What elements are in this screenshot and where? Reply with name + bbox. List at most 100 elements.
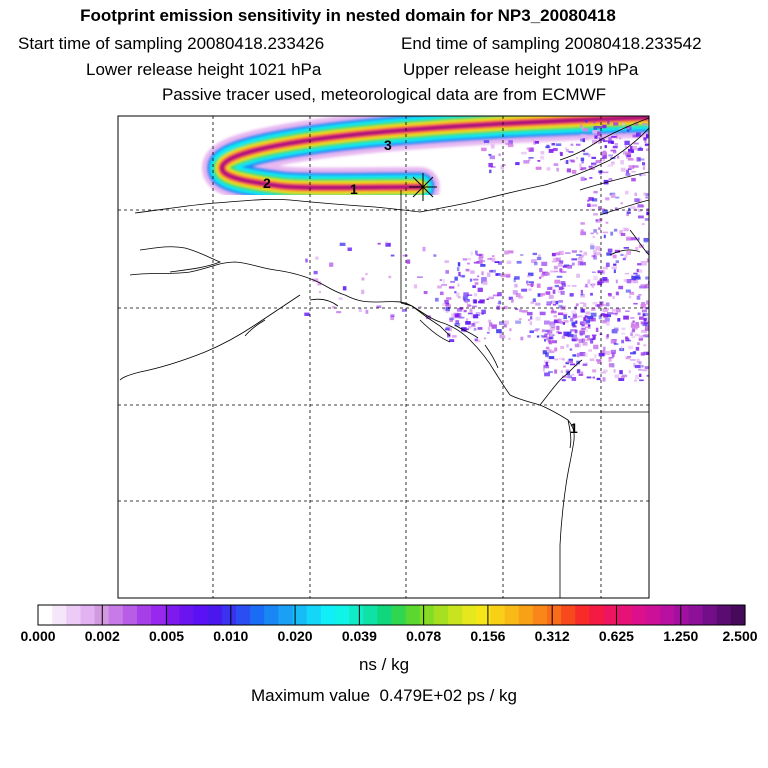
speckle (570, 160, 575, 163)
speckle (515, 320, 522, 324)
lower-release-label: Lower release height 1021 hPa (86, 60, 322, 79)
speckle (643, 351, 646, 356)
speckle (592, 335, 596, 340)
speckle (509, 328, 512, 332)
speckle (582, 128, 589, 132)
speckle (571, 250, 577, 253)
speckle (596, 232, 599, 235)
speckle (551, 143, 555, 146)
speckle (587, 279, 591, 284)
speckle (620, 232, 626, 236)
speckle (646, 148, 649, 151)
speckle (590, 232, 594, 235)
speckle (581, 338, 585, 343)
speckle (550, 310, 557, 314)
speckle (482, 281, 488, 285)
speckle (422, 246, 426, 252)
speckle (639, 335, 646, 338)
speckle (528, 147, 534, 152)
speckle (628, 148, 634, 153)
speckle (643, 237, 649, 242)
speckle (643, 164, 646, 169)
colorbar-cell (320, 605, 336, 625)
speckle (376, 305, 382, 308)
speckle (445, 304, 451, 308)
speckle (546, 348, 552, 352)
speckle (630, 332, 633, 336)
speckle (558, 300, 563, 303)
speckle (498, 300, 501, 305)
colorbar-cell (702, 605, 718, 625)
colorbar-cell (193, 605, 209, 625)
speckle (508, 140, 513, 145)
speckle (390, 254, 395, 257)
speckle (602, 209, 608, 215)
speckle (624, 254, 628, 259)
speckle (559, 268, 563, 273)
speckle (559, 321, 563, 324)
trajectory-markers: 1 2 3 1 (263, 137, 578, 436)
speckle (640, 321, 645, 325)
speckle (305, 258, 308, 263)
speckle (580, 371, 584, 376)
speckle (499, 331, 503, 336)
speckle (633, 272, 638, 275)
speckle (605, 221, 609, 224)
speckle (627, 168, 632, 170)
speckle (603, 369, 608, 373)
colorbar-cell (462, 605, 477, 625)
speckle (622, 257, 626, 261)
speckle (313, 270, 318, 275)
speckle (595, 252, 602, 256)
speckle (593, 190, 598, 194)
speckle (449, 318, 453, 322)
speckle (626, 251, 631, 255)
speckle (541, 261, 548, 266)
speckle (521, 151, 527, 155)
colorbar-tick-label: 0.156 (470, 628, 506, 644)
speckle (445, 327, 450, 331)
speckle (593, 213, 598, 216)
speckle (575, 303, 579, 307)
speckle (631, 275, 636, 281)
speckle (625, 336, 628, 339)
speckle (541, 329, 545, 333)
speckle (640, 284, 646, 287)
speckle (636, 132, 641, 137)
speckle (487, 326, 491, 331)
speckle (554, 284, 559, 288)
speckle (556, 275, 563, 278)
speckle (489, 169, 492, 174)
speckle (576, 273, 580, 278)
speckle (608, 363, 613, 368)
speckle (504, 250, 509, 255)
speckle (590, 312, 597, 317)
speckle (562, 375, 567, 378)
speckle (648, 221, 649, 226)
speckle (626, 129, 630, 132)
max-value-label: Maximum value 0.479E+02 ps / kg (251, 686, 517, 705)
speckle (641, 261, 647, 266)
colorbar-tick-label: 0.000 (20, 628, 56, 644)
speckle (557, 262, 563, 267)
speckle (514, 276, 520, 280)
speckle (542, 350, 548, 355)
speckle (626, 279, 632, 284)
speckle (551, 252, 556, 257)
speckle (463, 309, 467, 313)
plot-title: Footprint emission sensitivity in nested… (80, 6, 616, 25)
speckle (634, 198, 640, 202)
colorbar-cell (589, 605, 605, 625)
speckle (526, 147, 531, 150)
speckle (589, 338, 595, 340)
speckle (498, 261, 502, 265)
speckle (637, 237, 640, 241)
speckle (548, 356, 555, 360)
colorbar-cell (363, 605, 378, 625)
speckle (597, 270, 604, 274)
speckle (449, 317, 455, 320)
speckle (592, 250, 597, 253)
speckle (537, 160, 541, 162)
speckle (622, 227, 628, 232)
speckle (418, 306, 422, 308)
